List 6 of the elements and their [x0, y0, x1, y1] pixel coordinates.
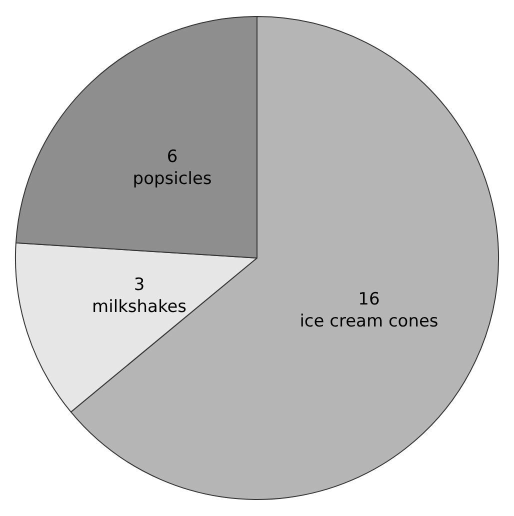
slice-label: ice cream cones [300, 312, 438, 332]
slice-label: popsicles [132, 168, 212, 189]
data-label: 3 [134, 275, 145, 296]
data-label: 6 [166, 146, 178, 167]
data-label: 16 [358, 290, 380, 310]
slice-label: milkshakes [92, 297, 187, 318]
